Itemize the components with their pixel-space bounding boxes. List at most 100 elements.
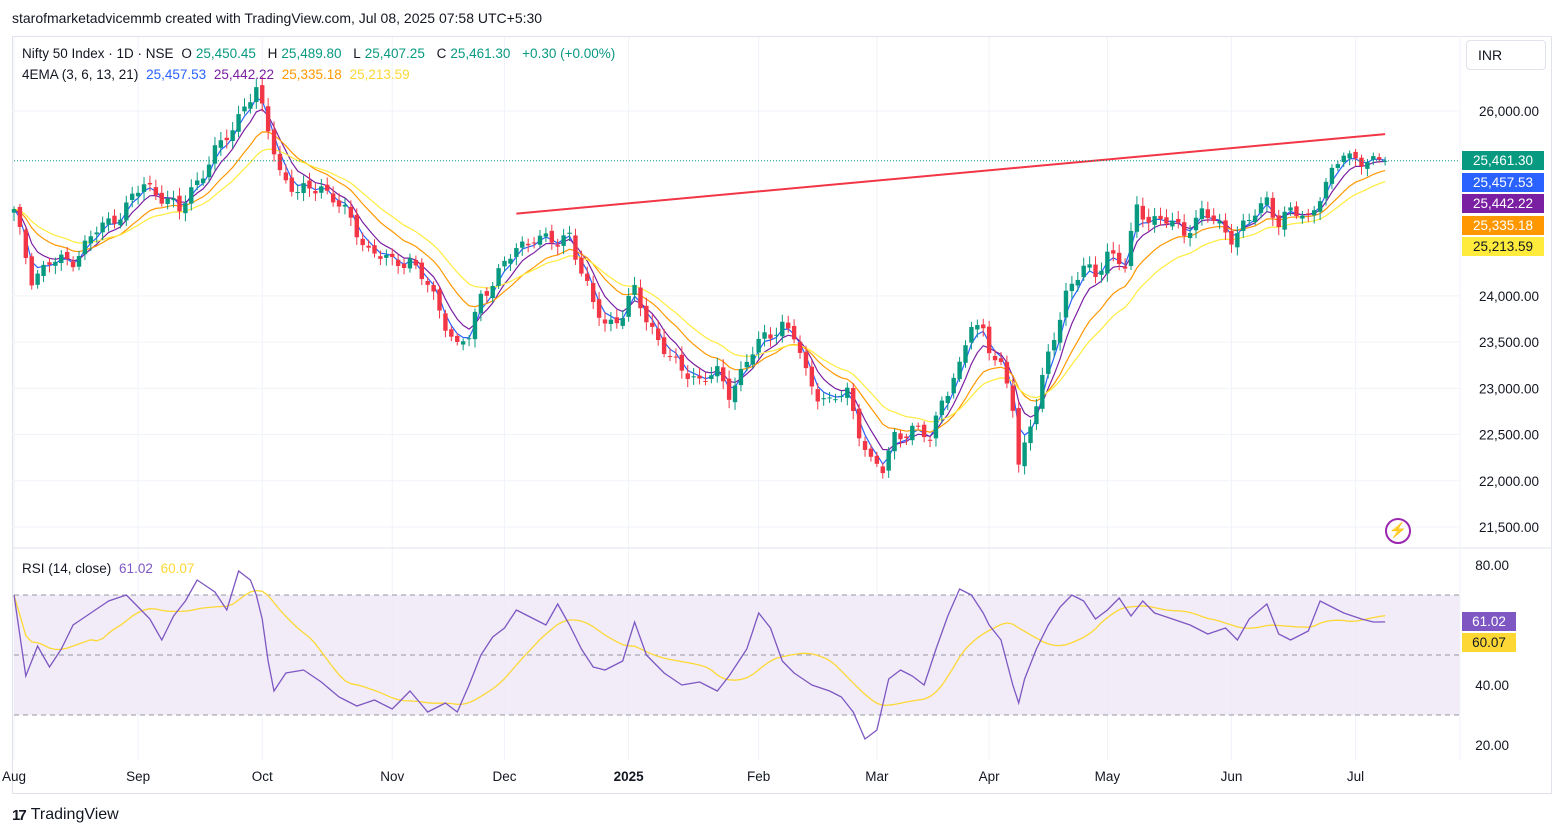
candle-body xyxy=(933,415,939,439)
candle-body xyxy=(224,137,229,141)
candle-body xyxy=(106,218,111,225)
chart-caption: starofmarketadvicemmb created with Tradi… xyxy=(12,10,543,26)
price-tag: 25,213.59 xyxy=(1462,237,1544,256)
candle-body xyxy=(1329,167,1335,184)
ema13-value: 25,335.18 xyxy=(281,67,342,82)
candle-body xyxy=(998,358,1004,362)
candle-body xyxy=(342,204,348,207)
candle-body xyxy=(750,354,755,365)
open-value: 25,450.45 xyxy=(195,46,256,61)
time-tick-label: Aug xyxy=(2,769,26,784)
candle-body xyxy=(1235,233,1240,248)
candle-body xyxy=(330,193,336,203)
ohlc-legend: Nifty 50 Index · 1D · NSE O 25,450.45 H 25… xyxy=(22,46,619,61)
candle-body xyxy=(1300,215,1305,219)
candle-body xyxy=(1176,218,1181,223)
rsi-axis: 20.00 40.00 80.00 xyxy=(1475,558,1509,753)
candle-body xyxy=(124,202,129,221)
candle-body xyxy=(401,263,407,268)
candle-body xyxy=(277,153,283,171)
candle-body xyxy=(1353,151,1358,159)
candle-body xyxy=(1199,208,1205,220)
candle-body xyxy=(833,399,838,401)
candle-body xyxy=(508,258,513,264)
low-label: L xyxy=(353,46,361,61)
candle-body xyxy=(354,214,359,238)
candle-body xyxy=(1241,220,1246,231)
candle-body xyxy=(986,326,992,354)
candle-body xyxy=(23,229,29,258)
ema-legend[interactable]: 4EMA (3, 6, 13, 21) 25,457.53 25,442.22 … xyxy=(22,67,414,82)
candle-body xyxy=(1335,164,1341,168)
currency-button[interactable]: INR xyxy=(1466,40,1546,70)
time-tick-label: Feb xyxy=(747,769,770,784)
candle-body xyxy=(768,334,773,339)
candle-body xyxy=(395,259,401,266)
candle-body xyxy=(721,367,726,382)
rsi-ma-legend-value: 60.07 xyxy=(160,561,195,576)
candle-body xyxy=(265,106,271,132)
tradingview-logo[interactable]: 17 TradingView xyxy=(12,806,119,824)
candle-body xyxy=(76,256,82,267)
candle-body xyxy=(685,373,690,379)
candle-body xyxy=(189,187,194,204)
chart-frame xyxy=(12,36,1552,794)
candle-body xyxy=(1347,153,1352,159)
candle-body xyxy=(319,186,324,193)
candle-body xyxy=(945,395,950,403)
candle-body xyxy=(892,431,897,452)
rsi-tick-label: 40.00 xyxy=(1475,678,1509,693)
candle-body xyxy=(460,341,466,345)
price-tag: 25,335.18 xyxy=(1462,215,1544,235)
candle-body xyxy=(1282,211,1287,230)
candle-body xyxy=(1010,385,1015,411)
candle-body xyxy=(1004,361,1010,384)
candle-body xyxy=(1022,442,1027,467)
candle-body xyxy=(1028,426,1033,444)
candle-body xyxy=(608,319,614,325)
price-tick-label: 24,000.00 xyxy=(1479,289,1539,304)
high-value: 25,489.80 xyxy=(281,46,342,61)
candle-body xyxy=(1270,197,1276,218)
candle-body xyxy=(679,354,685,371)
candle-body xyxy=(880,466,885,474)
price-tick-label: 22,500.00 xyxy=(1479,428,1539,443)
rsi-levels xyxy=(14,594,1460,716)
price-axis: 21,500.00 22,000.00 22,500.00 23,000.00 23,5… xyxy=(1479,104,1539,535)
candle-body xyxy=(431,285,436,292)
candle-body xyxy=(910,425,915,441)
tradingview-brand: TradingView xyxy=(30,806,119,823)
candle-body xyxy=(845,387,850,398)
candle-body xyxy=(295,191,300,194)
candle-body xyxy=(1034,406,1039,425)
candle-body xyxy=(407,258,413,269)
candle-body xyxy=(159,192,164,204)
candle-body xyxy=(325,184,330,191)
candle-body xyxy=(360,238,365,246)
close-label: C xyxy=(436,46,447,61)
candle-body xyxy=(561,235,566,246)
candle-body xyxy=(803,352,809,369)
candle-body xyxy=(632,284,637,295)
time-tick-label: Jun xyxy=(1221,769,1243,784)
candle-body xyxy=(614,317,620,324)
candle-body xyxy=(1276,215,1281,228)
rsi-legend[interactable]: RSI (14, close) 61.02 60.07 xyxy=(22,561,198,576)
candle-body xyxy=(650,322,655,327)
candle-body xyxy=(590,282,596,303)
candle-body xyxy=(1116,252,1122,265)
candle-body xyxy=(242,106,247,112)
candle-body xyxy=(1217,221,1222,224)
candle-body xyxy=(756,338,761,353)
rsi-lines xyxy=(13,569,1386,741)
candle-body xyxy=(449,329,454,337)
candle-body xyxy=(1069,283,1075,292)
time-tick-label: Dec xyxy=(493,769,517,784)
symbol-label[interactable]: Nifty 50 Index · 1D · NSE xyxy=(22,46,174,61)
candle-body xyxy=(1223,220,1228,233)
candle-body xyxy=(1246,220,1252,222)
time-axis: Aug Sep Oct Nov Dec 2025 Feb Mar Apr May Jun Jul xyxy=(2,769,1364,784)
candle-body xyxy=(868,448,874,457)
lightning-icon[interactable]: ⚡ xyxy=(1385,518,1411,544)
